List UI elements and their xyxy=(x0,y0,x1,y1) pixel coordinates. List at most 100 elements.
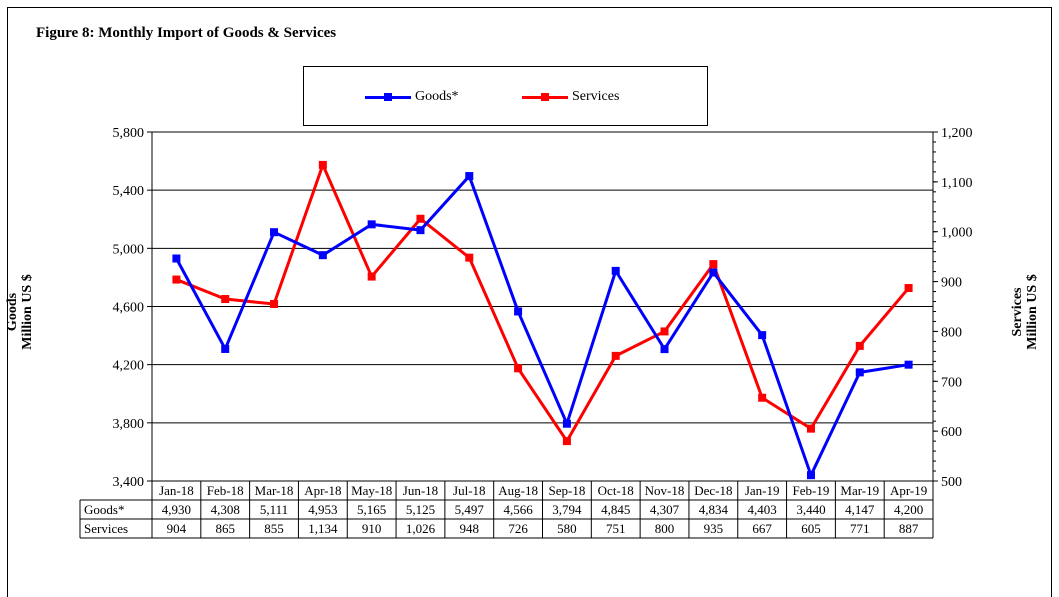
table-value: 3,440 xyxy=(796,502,825,517)
table-value: 904 xyxy=(167,521,187,536)
data-point-services xyxy=(660,327,669,336)
table-value: 5,497 xyxy=(455,502,485,517)
data-point-services xyxy=(806,424,815,433)
data-point-services xyxy=(611,351,620,360)
data-point-goods xyxy=(172,254,181,263)
x-tick-label: Jan-19 xyxy=(745,483,780,498)
x-tick-label: Nov-18 xyxy=(645,483,685,498)
table-value: 5,165 xyxy=(357,502,386,517)
table-value: 910 xyxy=(362,521,382,536)
table-value: 4,566 xyxy=(503,502,533,517)
data-point-goods xyxy=(562,419,571,428)
table-value: 4,930 xyxy=(162,502,191,517)
x-tick-label: Dec-18 xyxy=(694,483,732,498)
x-tick-label: May-18 xyxy=(351,483,392,498)
left-tick-label: 4,200 xyxy=(113,359,145,374)
data-point-services xyxy=(172,275,181,284)
legend-label-goods: Goods* xyxy=(415,89,459,104)
x-tick-label: Sep-18 xyxy=(548,483,585,498)
table-value: 4,845 xyxy=(601,502,630,517)
left-tick-label: 5,400 xyxy=(113,184,145,199)
data-point-goods xyxy=(514,307,523,316)
data-point-goods xyxy=(416,226,425,235)
data-point-goods xyxy=(465,172,474,181)
table-value: 726 xyxy=(508,521,528,536)
x-tick-label: Apr-18 xyxy=(304,483,341,498)
table-value: 800 xyxy=(655,521,675,536)
series-line-services xyxy=(175,163,910,443)
x-tick-label: Feb-19 xyxy=(793,483,830,498)
x-tick-label: Jul-18 xyxy=(453,483,486,498)
table-series-name: Goods* xyxy=(84,502,124,517)
data-point-services xyxy=(367,272,376,281)
table-value: 4,403 xyxy=(748,502,777,517)
data-point-services xyxy=(855,341,864,350)
right-tick-label: 1,000 xyxy=(941,226,973,241)
legend-item-services: Services xyxy=(522,87,619,107)
data-point-goods xyxy=(318,251,327,260)
data-point-services xyxy=(709,260,718,269)
table-value: 3,794 xyxy=(552,502,582,517)
legend-label-services: Services xyxy=(572,89,620,104)
x-tick-label: Apr-19 xyxy=(890,483,927,498)
data-point-goods xyxy=(758,331,767,340)
left-tick-label: 3,800 xyxy=(113,417,145,432)
x-tick-label: Oct-18 xyxy=(598,483,634,498)
data-point-goods xyxy=(855,368,864,377)
table-value: 865 xyxy=(215,521,235,536)
chart-legend: Goods* Services xyxy=(303,66,708,126)
data-point-goods xyxy=(367,220,376,229)
table-value: 4,834 xyxy=(699,502,729,517)
table-value: 1,026 xyxy=(406,521,436,536)
table-value: 1,134 xyxy=(308,521,338,536)
table-value: 4,308 xyxy=(211,502,240,517)
table-series-name: Services xyxy=(84,521,128,536)
right-tick-label: 1,200 xyxy=(941,126,973,141)
left-tick-label: 3,400 xyxy=(113,475,145,490)
data-point-goods xyxy=(270,228,279,237)
legend-swatch-services xyxy=(522,92,568,101)
chart-frame xyxy=(7,7,1052,597)
legend-item-goods: Goods* xyxy=(365,87,459,107)
table-value: 5,125 xyxy=(406,502,435,517)
table-value: 667 xyxy=(752,521,772,536)
data-point-services xyxy=(416,214,425,223)
left-tick-label: 5,000 xyxy=(113,242,145,257)
table-value: 948 xyxy=(460,521,480,536)
right-tick-label: 800 xyxy=(941,325,962,340)
data-point-services xyxy=(758,393,767,402)
right-tick-label: 700 xyxy=(941,375,962,390)
data-point-services xyxy=(514,364,523,373)
data-point-services xyxy=(562,437,571,446)
table-value: 580 xyxy=(557,521,577,536)
data-point-goods xyxy=(660,345,669,354)
right-tick-label: 500 xyxy=(941,475,962,490)
right-tick-label: 1,100 xyxy=(941,176,973,191)
data-point-services xyxy=(270,300,279,309)
legend-swatch-goods xyxy=(365,92,411,101)
data-point-services xyxy=(318,160,327,169)
right-tick-label: 600 xyxy=(941,425,962,440)
x-tick-label: Jan-18 xyxy=(159,483,194,498)
table-value: 4,147 xyxy=(845,502,875,517)
series-line-goods xyxy=(175,174,909,477)
right-tick-label: 900 xyxy=(941,276,962,291)
left-tick-label: 5,800 xyxy=(113,126,145,141)
data-point-goods xyxy=(709,268,718,277)
table-value: 4,953 xyxy=(308,502,337,517)
table-value: 4,307 xyxy=(650,502,680,517)
chart-title: Figure 8: Monthly Import of Goods & Serv… xyxy=(36,25,337,41)
table-value: 887 xyxy=(899,521,919,536)
data-point-goods xyxy=(806,471,815,480)
data-point-goods xyxy=(904,360,913,369)
table-value: 5,111 xyxy=(260,502,288,517)
data-point-services xyxy=(904,284,913,293)
table-value: 751 xyxy=(606,521,626,536)
data-point-services xyxy=(221,295,230,304)
table-value: 771 xyxy=(850,521,870,536)
x-tick-label: Mar-19 xyxy=(840,483,879,498)
x-tick-label: Aug-18 xyxy=(498,483,538,498)
x-tick-label: Jun-18 xyxy=(403,483,438,498)
x-tick-label: Feb-18 xyxy=(207,483,244,498)
